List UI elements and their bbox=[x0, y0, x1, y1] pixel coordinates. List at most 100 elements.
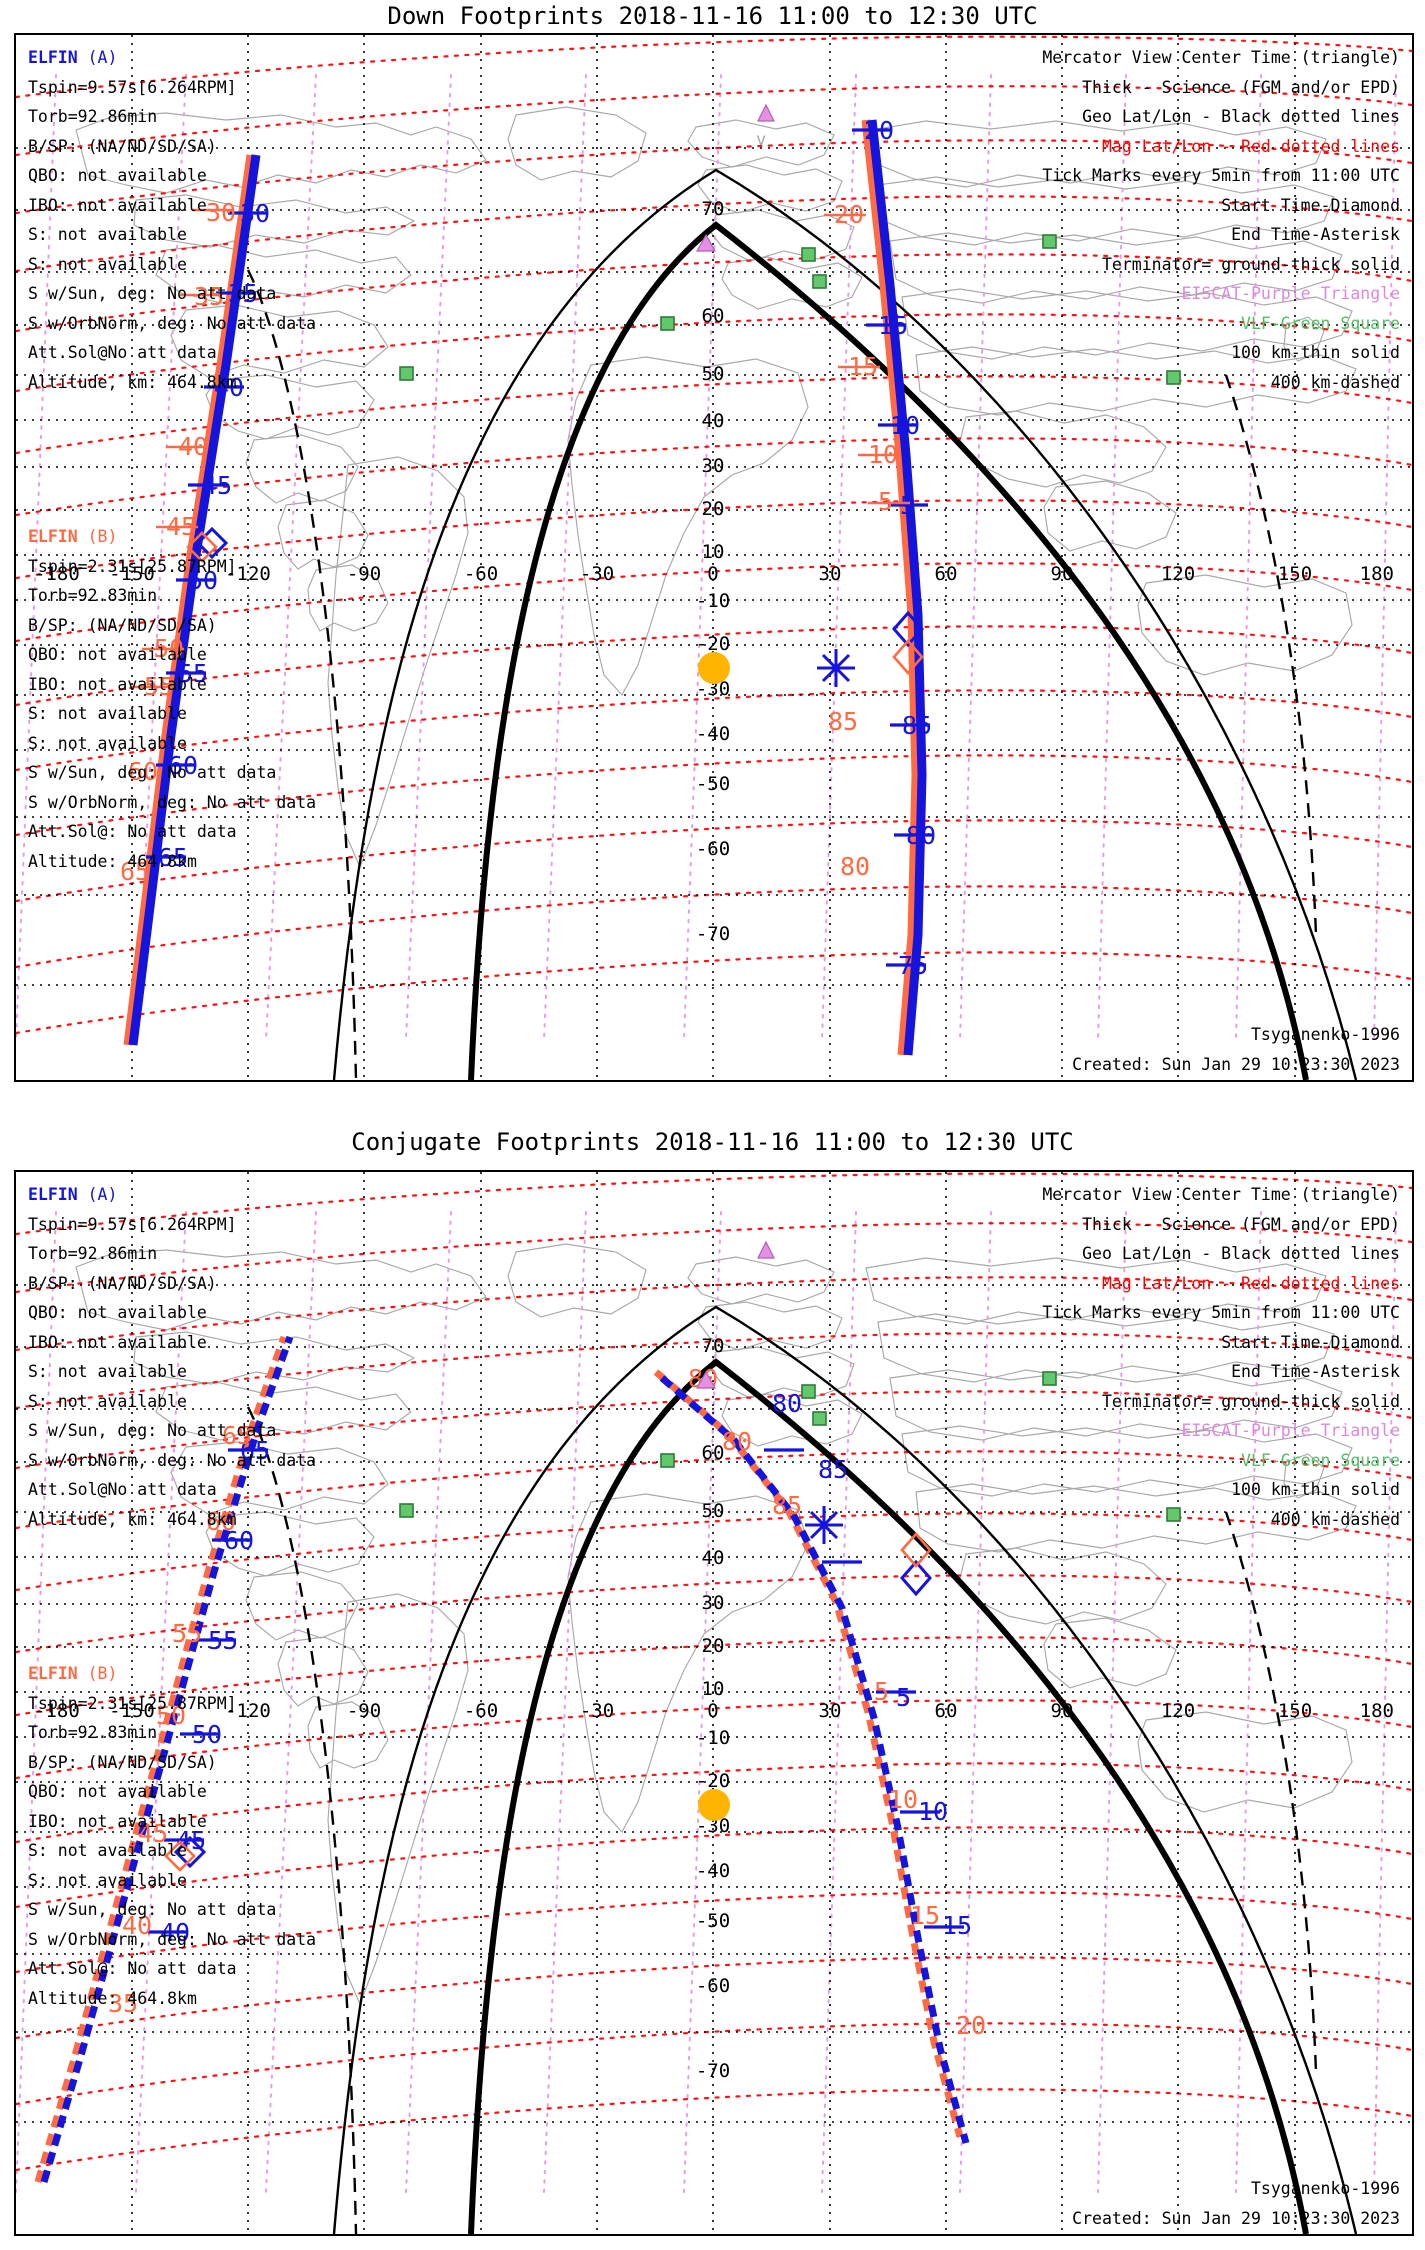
svg-text:-120: -120 bbox=[225, 1700, 271, 1722]
elfin-a-sworbnorm: S w/OrbNorm, deg: No att data bbox=[28, 313, 317, 333]
elfin-b-designator: (B) bbox=[87, 1664, 118, 1683]
svg-text:-40: -40 bbox=[696, 723, 730, 745]
svg-text:-50: -50 bbox=[696, 1910, 730, 1932]
svg-text:30: 30 bbox=[702, 1592, 725, 1614]
svg-text:70: 70 bbox=[702, 198, 725, 220]
legend-block: Mercator View Center Time (triangle) Thi… bbox=[1042, 1180, 1400, 1534]
svg-text:20: 20 bbox=[956, 2011, 986, 2040]
svg-text:15: 15 bbox=[942, 1911, 972, 1940]
svg-text:-90: -90 bbox=[347, 1700, 381, 1722]
svg-text:-30: -30 bbox=[696, 678, 730, 700]
elfin-a-s1: S: not available bbox=[28, 1362, 187, 1381]
svg-text:-60: -60 bbox=[696, 1975, 730, 1997]
elfin-b-tspin: Tspin=2.31s[25.87RPM] bbox=[28, 556, 237, 576]
svg-text:80: 80 bbox=[772, 1389, 802, 1418]
elfin-a-attsol: Att.Sol@No att data bbox=[28, 1480, 217, 1499]
elfin-a-name: ELFIN bbox=[28, 48, 78, 67]
svg-text:20: 20 bbox=[702, 1635, 725, 1657]
svg-text:-60: -60 bbox=[464, 1700, 498, 1722]
svg-text:20: 20 bbox=[702, 498, 725, 520]
svg-text:85: 85 bbox=[828, 707, 858, 736]
info-block-elfin-b: ELFIN (B) Tspin=2.31s[25.87RPM] Torb=92.… bbox=[28, 522, 316, 876]
svg-text:50: 50 bbox=[188, 566, 218, 595]
svg-text:-10: -10 bbox=[696, 1727, 730, 1749]
elfin-b-attsol: Att.Sol@: No att data bbox=[28, 822, 237, 841]
elfin-a-swsun: S w/Sun, deg: No att data bbox=[28, 284, 277, 303]
svg-text:150: 150 bbox=[1278, 1700, 1312, 1722]
elfin-b-ibo: IBO: not available bbox=[28, 1811, 207, 1831]
legend-item-mercator-view: Mercator View Center Time (triangle) bbox=[1042, 1185, 1400, 1204]
svg-text:40: 40 bbox=[702, 1547, 725, 1569]
svg-text:-30: -30 bbox=[580, 1700, 614, 1722]
legend-item-mag-latlon: Mag Lat/Lon - Red dotted lines bbox=[1101, 1273, 1400, 1293]
svg-text:10: 10 bbox=[702, 541, 725, 563]
elfin-a-header: ELFIN (A) bbox=[28, 43, 316, 73]
svg-text:45: 45 bbox=[202, 471, 232, 500]
legend-item-vlf: VLF-Green Square bbox=[1241, 1450, 1400, 1470]
svg-text:70: 70 bbox=[702, 1335, 725, 1357]
svg-text:50: 50 bbox=[702, 1500, 725, 1522]
elfin-a-altitude: Altitude, km: 464.8km bbox=[28, 372, 237, 392]
elfin-a-ibo: IBO: not available bbox=[28, 195, 207, 215]
elfin-b-designator: (B) bbox=[87, 527, 118, 546]
svg-text:60: 60 bbox=[224, 1526, 254, 1555]
svg-text:10: 10 bbox=[702, 1678, 725, 1700]
legend-item-tick-marks: Tick Marks every 5min from 11:00 UTC bbox=[1042, 166, 1400, 185]
svg-text:55: 55 bbox=[208, 1626, 238, 1655]
svg-text:30: 30 bbox=[240, 199, 270, 228]
svg-text:60: 60 bbox=[702, 305, 725, 327]
svg-text:45: 45 bbox=[138, 1819, 168, 1848]
elfin-b-ibo: IBO: not available bbox=[28, 674, 207, 694]
svg-text:-60: -60 bbox=[464, 563, 498, 585]
svg-text:60: 60 bbox=[206, 1507, 236, 1536]
model-label: Tsyganenko-1996 bbox=[1250, 2179, 1400, 2198]
svg-text:30: 30 bbox=[819, 563, 842, 585]
svg-text:10: 10 bbox=[918, 1797, 948, 1826]
svg-text:55: 55 bbox=[172, 1619, 202, 1648]
legend-item-thick-science: Thick - Science (FGM and/or EPD) bbox=[1082, 1214, 1400, 1234]
elfin-b-s2: S: not available bbox=[28, 1870, 187, 1890]
svg-text:5: 5 bbox=[896, 1683, 911, 1712]
elfin-b-s2: S: not available bbox=[28, 733, 187, 753]
legend-item-end-time: End Time-Asterisk bbox=[1231, 1362, 1400, 1381]
svg-text:-20: -20 bbox=[696, 1770, 730, 1792]
legend-item-mercator-view: Mercator View Center Time (triangle) bbox=[1042, 48, 1400, 67]
info-block-elfin-b: ELFIN (B) Tspin=2.31s[25.87RPM] Torb=92.… bbox=[28, 1659, 316, 2013]
elfin-b-attsol: Att.Sol@: No att data bbox=[28, 1959, 237, 1978]
svg-text:10: 10 bbox=[890, 411, 920, 440]
svg-text:40: 40 bbox=[160, 1918, 190, 1947]
legend-item-thick-science: Thick - Science (FGM and/or EPD) bbox=[1082, 77, 1400, 97]
elfin-a-attsol: Att.Sol@No att data bbox=[28, 343, 217, 362]
svg-text:40: 40 bbox=[214, 373, 244, 402]
svg-text:85: 85 bbox=[772, 1491, 802, 1520]
elfin-a-qbo: QBO: not available bbox=[28, 1303, 207, 1322]
elfin-a-s2: S: not available bbox=[28, 1391, 187, 1411]
panel-conjugate-footprints: Conjugate Footprints 2018-11-16 11:00 to… bbox=[0, 1110, 1425, 2250]
map-plot-box[interactable]: -180 -150 -120 -90 -60 -30 0 30 60 90 12… bbox=[14, 33, 1414, 1082]
elfin-b-bsp: B/SP: (NA/ND/SD/SA) bbox=[28, 1752, 217, 1772]
svg-text:65: 65 bbox=[120, 857, 150, 886]
legend-item-eiscat: EISCAT-Purple Triangle bbox=[1181, 284, 1400, 303]
svg-text:30: 30 bbox=[819, 1700, 842, 1722]
svg-text:35: 35 bbox=[108, 1989, 138, 2018]
map-plot-box[interactable]: -180 -150 -120 -90 -60 -30 0 30 60 90 12… bbox=[14, 1170, 1414, 2236]
legend-item-vlf: VLF-Green Square bbox=[1241, 313, 1400, 333]
info-block-elfin-a: ELFIN (A) Tspin=9.57s[6.264RPM] Torb=92.… bbox=[28, 1180, 316, 1534]
elfin-b-header: ELFIN (B) bbox=[28, 522, 316, 552]
elfin-b-swsun: S w/Sun, deg: No att data bbox=[28, 1900, 277, 1919]
elfin-a-designator: (A) bbox=[87, 48, 118, 67]
legend-item-400km: 400 km-dashed bbox=[1270, 372, 1400, 392]
legend-item-start-time: Start Time-Diamond bbox=[1221, 195, 1400, 215]
svg-text:65: 65 bbox=[158, 843, 188, 872]
map-canvas: -180 -150 -120 -90 -60 -30 0 30 60 90 12… bbox=[16, 35, 1412, 1080]
svg-text:65: 65 bbox=[240, 1436, 270, 1465]
elfin-b-tspin: Tspin=2.31s[25.87RPM] bbox=[28, 1693, 237, 1713]
svg-text:60: 60 bbox=[935, 563, 958, 585]
svg-text:85: 85 bbox=[818, 1455, 848, 1484]
svg-text:40: 40 bbox=[122, 1911, 152, 1940]
legend-item-100km: 100 km-thin solid bbox=[1231, 1480, 1400, 1499]
svg-text:-180: -180 bbox=[34, 1700, 80, 1722]
svg-text:0: 0 bbox=[707, 563, 718, 585]
info-block-elfin-a: ELFIN (A) Tspin=9.57s[6.264RPM] Torb=92.… bbox=[28, 43, 316, 397]
svg-text:120: 120 bbox=[1161, 563, 1195, 585]
